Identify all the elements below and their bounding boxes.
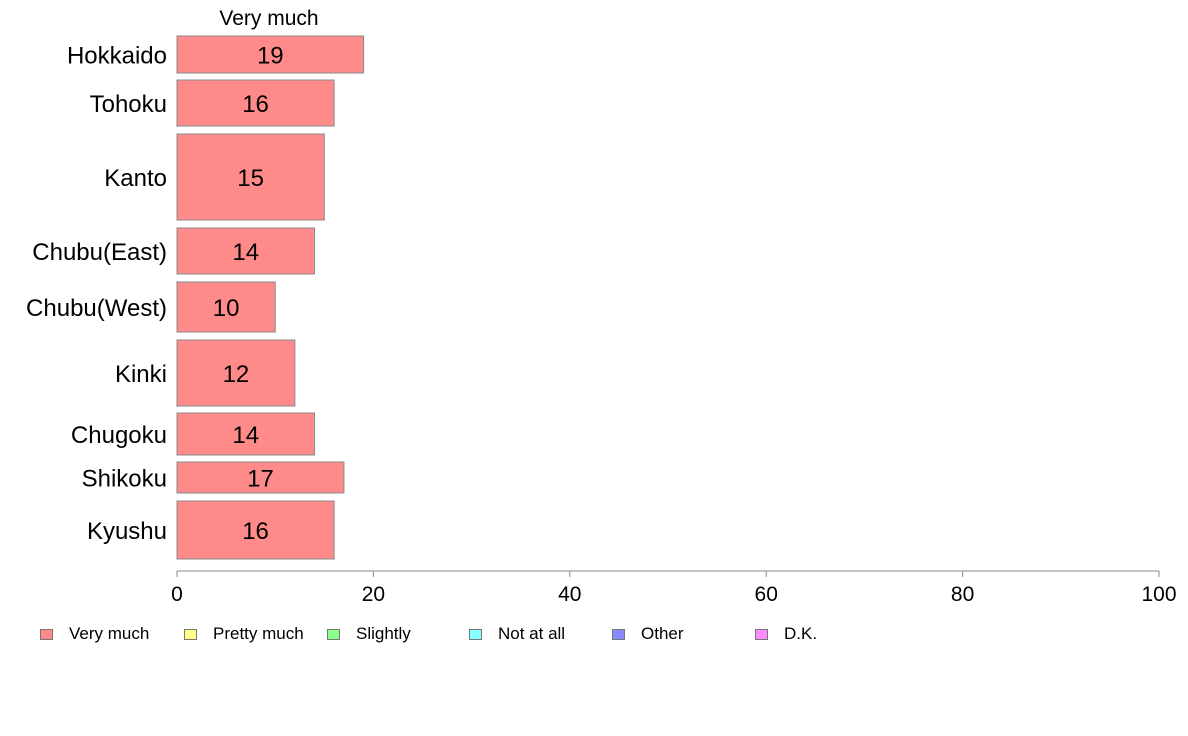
legend-item-very-much: Very much — [40, 622, 149, 646]
category-label: Tohoku — [90, 91, 167, 118]
data-label: 16 — [242, 91, 269, 118]
legend-label: Slightly — [356, 624, 411, 643]
data-label: 17 — [247, 466, 274, 493]
bar — [176, 339, 296, 407]
legend-item-slightly: Slightly — [327, 622, 411, 646]
legend-label: Very much — [69, 624, 150, 643]
category-label: Chugoku — [71, 422, 167, 449]
bar — [176, 227, 315, 275]
column-header: Very much — [219, 7, 318, 30]
legend-swatch — [327, 628, 340, 640]
legend-item-other: Other — [612, 622, 684, 646]
legend-item-pretty-much: Pretty much — [184, 622, 304, 646]
category-label: Kyushu — [87, 518, 167, 545]
category-label: Hokkaido — [67, 43, 167, 70]
legend-swatch — [469, 628, 482, 640]
legend-swatch — [40, 628, 53, 640]
category-label: Chubu(East) — [32, 239, 167, 266]
bar — [176, 79, 335, 127]
data-label: 12 — [223, 361, 250, 388]
bar-chart: Very much 19 Hokkaido 16 Tohoku 15 Kanto 14 Chu… — [26, 7, 1176, 606]
bar — [176, 133, 325, 221]
bar — [176, 412, 315, 456]
data-label: 14 — [232, 422, 259, 449]
legend-label: D.K. — [784, 624, 818, 643]
data-label: 15 — [237, 165, 264, 192]
bar — [176, 35, 365, 74]
x-tick-label: 0 — [171, 583, 183, 606]
data-label: 10 — [213, 295, 240, 322]
category-label: Shikoku — [82, 466, 167, 493]
legend-item-not-at-all: Not at all — [469, 622, 565, 646]
legend-item-dk: D.K. — [755, 622, 817, 646]
bar — [176, 281, 276, 333]
legend-label: Not at all — [498, 624, 566, 643]
category-label: Kanto — [104, 165, 167, 192]
legend-swatch — [184, 628, 197, 640]
legend-label: Pretty much — [213, 624, 304, 643]
legend: Very much Pretty much Slightly Not at al… — [0, 622, 1188, 646]
legend-swatch — [612, 628, 625, 640]
x-tick-label: 20 — [362, 583, 385, 606]
bar — [176, 461, 345, 494]
x-tick-label: 100 — [1141, 583, 1176, 606]
legend-swatch — [755, 628, 768, 640]
bar — [176, 500, 335, 560]
data-label: 16 — [242, 518, 269, 545]
x-tick-label: 60 — [755, 583, 778, 606]
data-label: 19 — [257, 43, 284, 70]
category-label: Chubu(West) — [26, 295, 167, 322]
category-label: Kinki — [115, 361, 167, 388]
x-tick-label: 40 — [558, 583, 581, 606]
data-label: 14 — [232, 239, 259, 266]
x-tick-label: 80 — [951, 583, 974, 606]
legend-label: Other — [641, 624, 684, 643]
